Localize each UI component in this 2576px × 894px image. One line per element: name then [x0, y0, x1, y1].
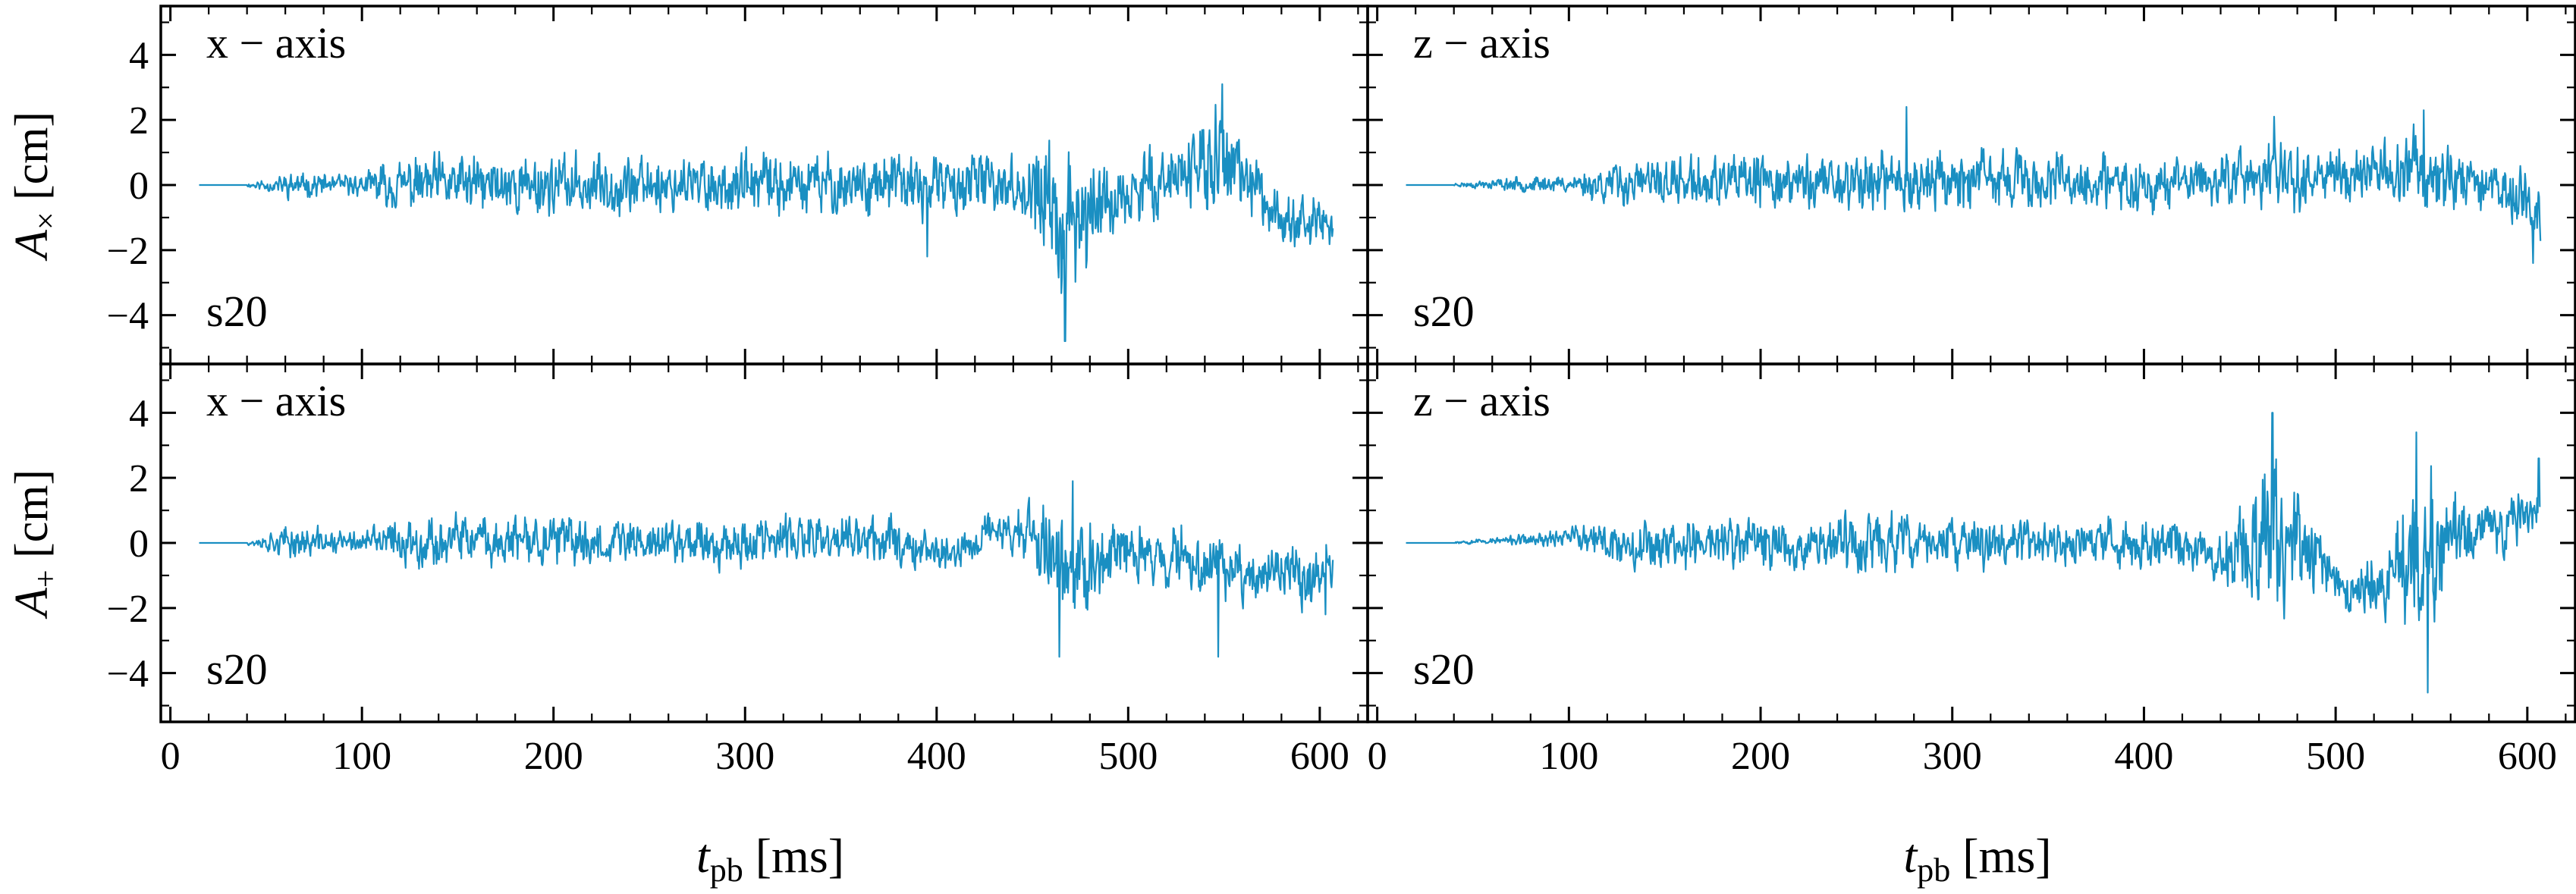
y-tick-label: 2 [129, 99, 149, 143]
y-axis-label-symbol: A [6, 229, 58, 262]
y-tick-label: −4 [107, 653, 149, 696]
panel-model-label: s20 [206, 287, 268, 336]
x-tick-label: 0 [1368, 735, 1387, 778]
panel-model-label: s20 [1413, 287, 1475, 336]
panel-tr: z − axis s20 [1366, 5, 2576, 365]
y-tick-label: 0 [129, 165, 149, 208]
x-tick-label: 400 [2114, 735, 2173, 778]
x-axis-label-unit: [ms] [743, 829, 844, 883]
y-tick-label: 4 [129, 392, 149, 435]
x-tick-label: 0 [161, 735, 181, 778]
ticks [1368, 6, 2575, 364]
x-tick-label: 100 [1539, 735, 1598, 778]
panel-tl: −4 −2 0 2 4 x − axis s20 A× [cm] [6, 5, 1369, 365]
x-axis-label-subscript: pb [710, 852, 743, 889]
panel-axis-label: x − axis [206, 18, 346, 67]
y-axis-label-unit: [cm] [6, 469, 58, 570]
x-tick-label: 300 [715, 735, 774, 778]
x-tick-label: 300 [1923, 735, 1982, 778]
x-axis-label: tpb [ms] [696, 829, 844, 889]
panel-model-label: s20 [206, 645, 268, 694]
series-line [199, 83, 1334, 343]
y-tick-label: 2 [129, 457, 149, 500]
x-tick-label: 100 [332, 735, 391, 778]
x-tick-label: 500 [2306, 735, 2365, 778]
x-axis-label-symbol: t [696, 829, 712, 883]
x-axis-label-symbol: t [1903, 829, 1918, 883]
panel-br: 0 100 200 300 400 500 600 z − axis s20 [1366, 362, 2576, 778]
x-axis-label-subscript: pb [1917, 852, 1950, 889]
x-axis-label-unit: [ms] [1950, 829, 2051, 883]
x-tick-label: 200 [1731, 735, 1790, 778]
panel-axis-label: z − axis [1413, 18, 1550, 67]
y-axis-label-subscript: × [29, 212, 64, 230]
panel-axis-label: x − axis [206, 376, 346, 425]
series-line [1406, 105, 2542, 265]
y-axis-label: A+ [cm] [6, 469, 64, 620]
y-axis-label-unit: [cm] [6, 111, 58, 212]
ticks [1368, 364, 2575, 722]
x-tick-label: 500 [1098, 735, 1158, 778]
y-tick-label: 0 [129, 522, 149, 566]
ticks [161, 364, 1368, 722]
x-tick-label: 600 [2498, 735, 2557, 778]
x-tick-label: 600 [1290, 735, 1349, 778]
series-line [1406, 412, 2541, 694]
panel-model-label: s20 [1413, 645, 1475, 694]
x-tick-label: 200 [524, 735, 583, 778]
panel-axis-label: z − axis [1413, 376, 1550, 425]
y-tick-label: −2 [107, 588, 149, 631]
panel-bl: −4 −2 0 2 4 0 100 200 300 400 500 600 x − axis s20 A+ … [6, 362, 1369, 778]
y-axis-label-subscript: + [29, 569, 64, 588]
y-axis-label-symbol: A [6, 587, 58, 620]
x-tick-label: 400 [907, 735, 966, 778]
y-tick-label: 4 [129, 34, 149, 77]
y-tick-label: −4 [107, 295, 149, 338]
y-tick-label: −2 [107, 230, 149, 273]
y-axis-label: A× [cm] [6, 111, 64, 262]
axis-labels: tpb [ms] tpb [ms] [696, 829, 2052, 889]
ticks [161, 6, 1368, 364]
series-line [199, 480, 1334, 658]
x-axis-label: tpb [ms] [1903, 829, 2051, 889]
